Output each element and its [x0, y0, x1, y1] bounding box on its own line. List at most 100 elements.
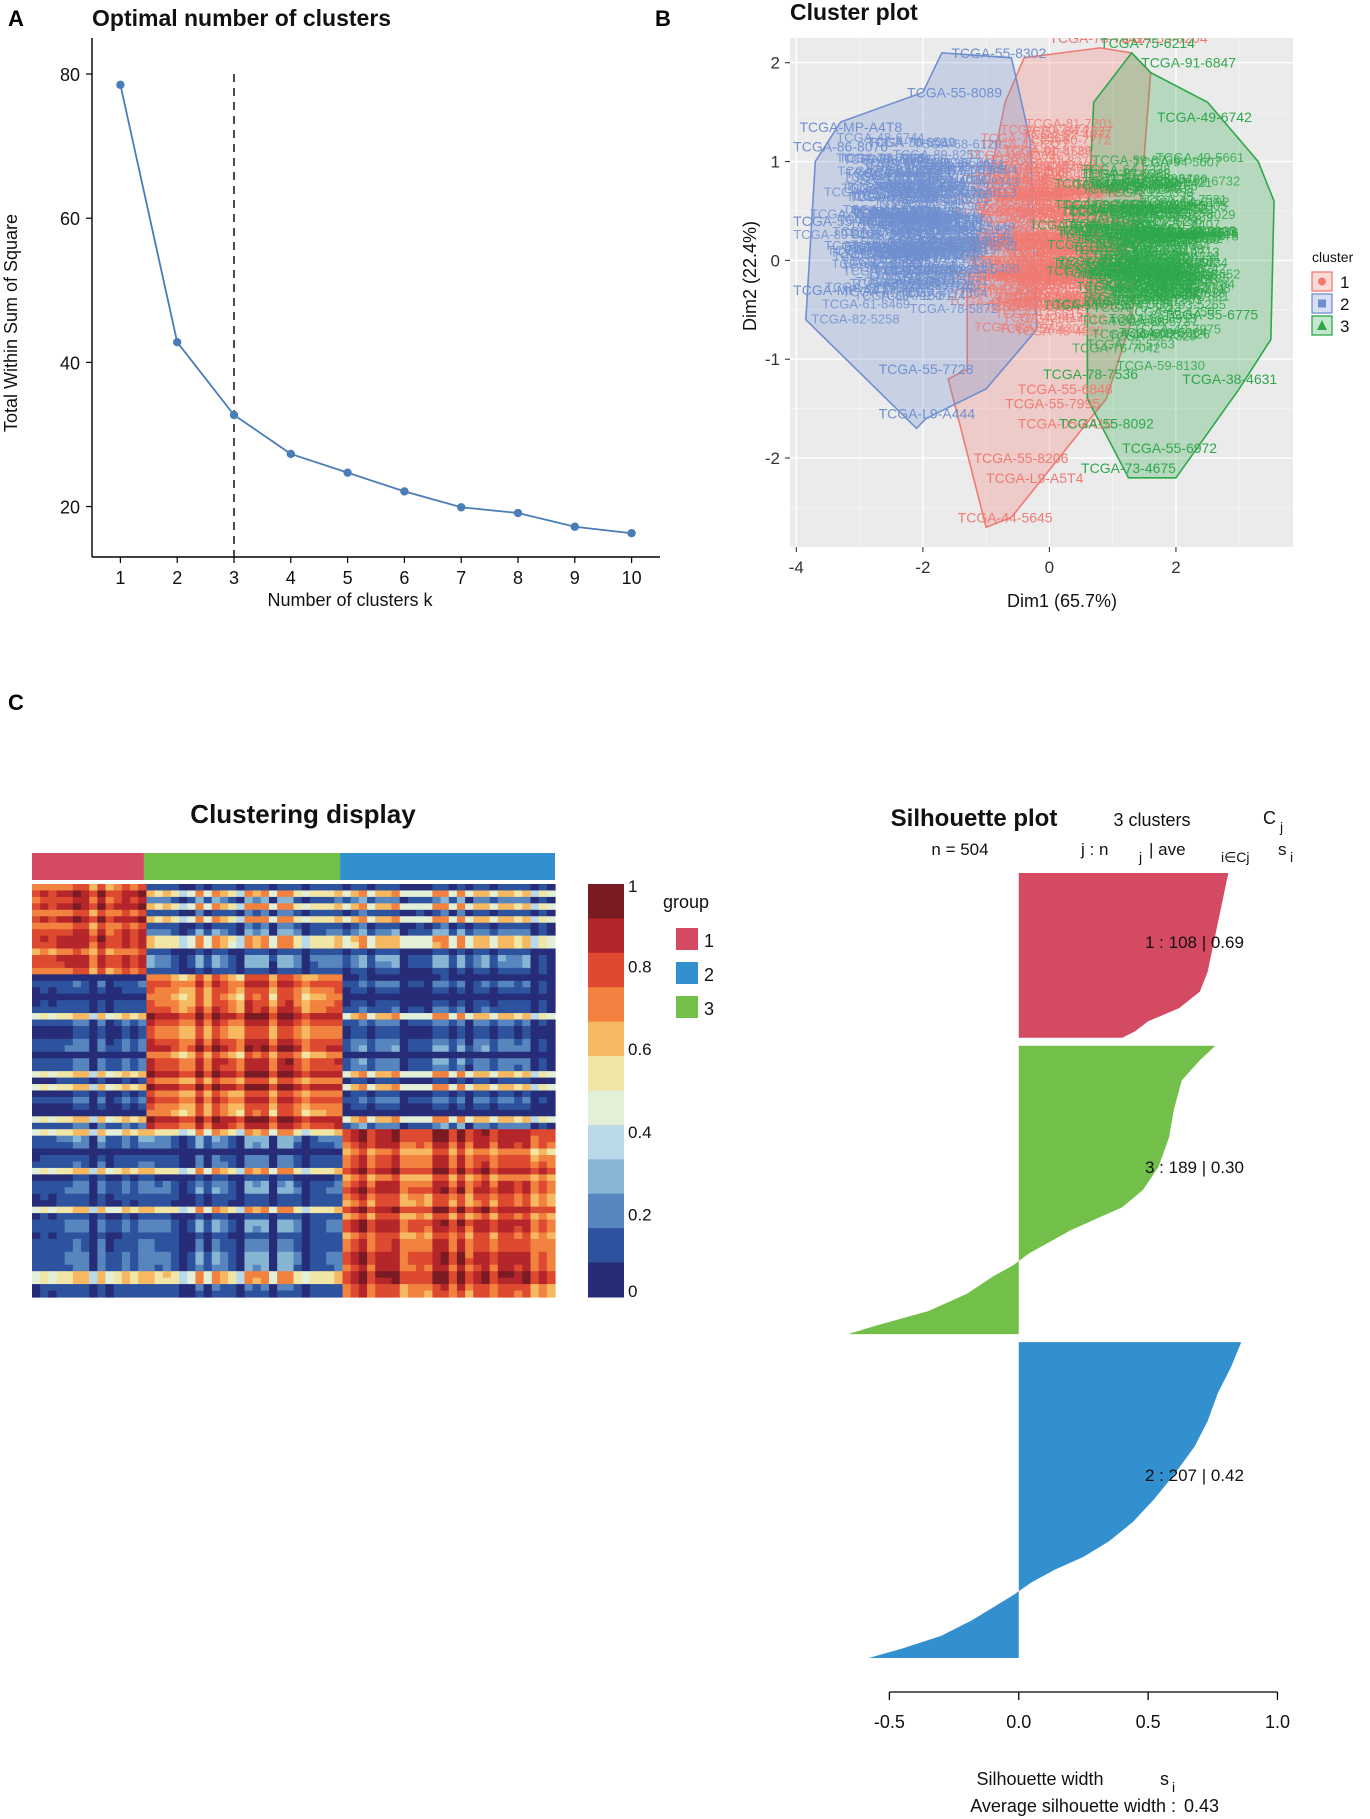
heatmap-cell: [171, 1245, 180, 1252]
heatmap-cell: [261, 1265, 270, 1272]
heatmap-cell: [122, 1045, 131, 1052]
heatmap-cell: [522, 955, 531, 962]
heatmap-cell: [530, 1187, 539, 1194]
heatmap-cell: [277, 955, 286, 962]
heatmap-cell: [57, 1181, 66, 1188]
heatmap-cell: [163, 884, 172, 891]
heatmap-cell: [179, 1278, 188, 1285]
heatmap-cell: [122, 1129, 131, 1136]
heatmap-cell: [457, 1091, 466, 1098]
heatmap-cell: [40, 961, 49, 968]
heatmap-cell: [441, 1200, 450, 1207]
heatmap-cell: [155, 929, 164, 936]
heatmap-cell: [285, 1078, 294, 1085]
heatmap-cell: [441, 1278, 450, 1285]
heatmap-cell: [179, 1284, 188, 1291]
heatmap-cell: [179, 1200, 188, 1207]
heatmap-cell: [40, 1168, 49, 1175]
heatmap-scale-swatch: [588, 1159, 624, 1194]
heatmap-cell: [261, 987, 270, 994]
heatmap-cell: [236, 897, 245, 904]
heatmap-cell: [457, 961, 466, 968]
heatmap-cell: [212, 1052, 221, 1059]
heatmap-cell: [73, 1039, 82, 1046]
heatmap-cell: [97, 1284, 106, 1291]
heatmap-cell: [481, 936, 490, 943]
heatmap-cell: [367, 923, 376, 930]
heatmap-cell: [130, 929, 139, 936]
heatmap-cell: [351, 1123, 360, 1130]
heatmap-cell: [89, 1103, 98, 1110]
heatmap-cell: [326, 1149, 335, 1156]
heatmap-cell: [432, 1213, 441, 1220]
heatmap-cell: [408, 1071, 417, 1078]
heatmap-cell: [97, 1155, 106, 1162]
heatmap-cell: [490, 1078, 499, 1085]
heatmap-cell: [416, 1194, 425, 1201]
heatmap-cell: [359, 955, 368, 962]
heatmap-cell: [114, 1136, 123, 1143]
heatmap-cell: [326, 929, 335, 936]
heatmap-cell: [130, 1220, 139, 1227]
heatmap-cell: [343, 1239, 352, 1246]
heatmap-cell: [473, 1207, 482, 1214]
heatmap-cell: [40, 1174, 49, 1181]
heatmap-cell: [57, 1065, 66, 1072]
heatmap-cell: [155, 961, 164, 968]
heatmap-cell: [195, 1226, 204, 1233]
heatmap-cell: [506, 1129, 515, 1136]
heatmap-cell: [449, 1071, 458, 1078]
heatmap-cell: [228, 1155, 237, 1162]
heatmap-cell: [449, 987, 458, 994]
heatmap-cell: [547, 1071, 556, 1078]
heatmap-cell: [547, 1065, 556, 1072]
heatmap-cell: [343, 974, 352, 981]
heatmap-cell: [57, 1013, 66, 1020]
heatmap-cell: [318, 1052, 327, 1059]
heatmap-cell: [261, 968, 270, 975]
heatmap-cell: [195, 1052, 204, 1059]
heatmap-cell: [424, 897, 433, 904]
heatmap-cell: [408, 1213, 417, 1220]
heatmap-cell: [343, 1168, 352, 1175]
heatmap-cell: [408, 890, 417, 897]
heatmap-cell: [212, 923, 221, 930]
heatmap-cell: [65, 1116, 74, 1123]
heatmap-cell: [326, 1020, 335, 1027]
heatmap-cell: [490, 1149, 499, 1156]
heatmap-cell: [498, 1032, 507, 1039]
heatmap-cell: [285, 1239, 294, 1246]
heatmap-cell: [114, 974, 123, 981]
heatmap-cell: [261, 1149, 270, 1156]
heatmap-cell: [228, 929, 237, 936]
silhouette-plot-header-s: s: [1278, 840, 1287, 859]
heatmap-cell: [261, 1258, 270, 1265]
heatmap-cell: [432, 1065, 441, 1072]
heatmap-cell: [130, 1129, 139, 1136]
heatmap-cell: [302, 1232, 311, 1239]
heatmap-cell: [506, 1097, 515, 1104]
heatmap-cell: [416, 1271, 425, 1278]
heatmap-cell: [310, 1265, 319, 1272]
heatmap-cell: [449, 910, 458, 917]
heatmap-cell: [73, 1045, 82, 1052]
heatmap-cell: [294, 981, 303, 988]
heatmap-cell: [547, 1084, 556, 1091]
heatmap-cell: [481, 1207, 490, 1214]
heatmap-cell: [146, 949, 155, 956]
heatmap-cell: [465, 987, 474, 994]
heatmap-cell: [269, 1181, 278, 1188]
heatmap-cell: [163, 1226, 172, 1233]
heatmap-cell: [65, 1052, 74, 1059]
heatmap-cell: [359, 1278, 368, 1285]
heatmap-cell: [171, 1039, 180, 1046]
heatmap-cell: [204, 1097, 213, 1104]
heatmap-cell: [261, 1284, 270, 1291]
heatmap-cell: [244, 897, 253, 904]
heatmap-cell: [138, 1168, 147, 1175]
heatmap-cell: [481, 1220, 490, 1227]
heatmap-cell: [114, 1284, 123, 1291]
heatmap-cell: [212, 1291, 221, 1298]
consensus-heatmap-color-scale: 10.80.60.40.20: [588, 877, 652, 1301]
heatmap-cell: [424, 1149, 433, 1156]
